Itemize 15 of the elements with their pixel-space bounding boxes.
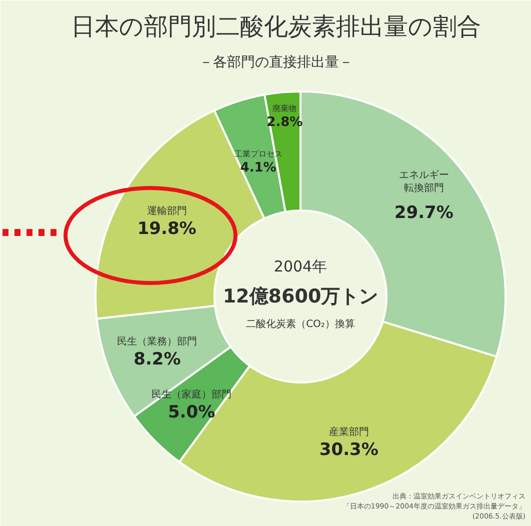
slice-label: 運輸部門 bbox=[146, 205, 187, 218]
text: 二酸化炭素（CO₂）換算 bbox=[246, 318, 355, 330]
data-label: 19.8% bbox=[137, 219, 196, 240]
text: 2004年 bbox=[274, 258, 328, 276]
chart-subtitle: －各部門の直接排出量－ bbox=[199, 54, 353, 70]
slice-label: エネルギー転換部門 bbox=[398, 169, 449, 194]
data-label: 30.3% bbox=[319, 440, 378, 460]
slice-label: 産業部門 bbox=[328, 426, 369, 438]
data-label: 8.2% bbox=[134, 349, 181, 370]
data-label: 5.0% bbox=[168, 402, 216, 423]
slice-label: 廃棄物 bbox=[272, 104, 297, 114]
chart-title: 日本の部門別二酸化炭素排出量の割合 bbox=[71, 12, 481, 40]
data-label: 29.7% bbox=[394, 203, 454, 224]
text: 12億8600万トン bbox=[222, 286, 378, 308]
slice-label: 民生（業務）部門 bbox=[117, 335, 198, 348]
